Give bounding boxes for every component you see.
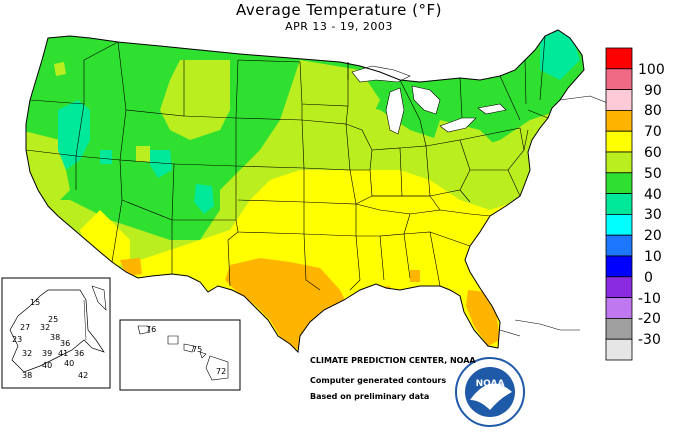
contour-70-florida — [466, 290, 500, 346]
legend-swatch — [605, 317, 633, 340]
noaa-logo: NOAA — [455, 357, 525, 427]
legend-swatch — [605, 68, 633, 91]
legend-label: -30 — [638, 332, 661, 349]
legend-swatch — [605, 130, 633, 153]
legend-swatch — [605, 151, 633, 174]
legend-label: -10 — [638, 290, 661, 307]
legend-swatch — [605, 193, 633, 215]
legend-label: 0 — [644, 269, 653, 286]
coastline-extras — [499, 95, 611, 337]
hawaii-inset — [119, 319, 241, 391]
map-title: Average Temperature (°F) — [236, 1, 442, 19]
contour-70-texas — [225, 258, 350, 350]
credit-agency: CLIMATE PREDICTION CENTER, NOAA — [310, 356, 476, 365]
legend-swatch — [605, 89, 633, 111]
legend-swatch — [605, 276, 633, 298]
credit-line-1: Computer generated contours — [310, 376, 447, 385]
legend-label: 80 — [644, 103, 662, 120]
temperature-legend — [605, 47, 633, 361]
legend-swatch — [605, 110, 633, 132]
legend-label: 20 — [644, 228, 662, 245]
legend-label: 90 — [644, 82, 662, 99]
legend-swatch — [605, 172, 633, 195]
map-subtitle: APR 13 - 19, 2003 — [285, 20, 393, 33]
legend-swatch — [605, 47, 633, 70]
legend-label: 70 — [644, 124, 662, 141]
legend-swatch — [605, 234, 633, 257]
legend-label: 100 — [638, 61, 665, 78]
legend-swatch — [605, 338, 633, 361]
alaska-inset — [1, 277, 111, 389]
legend-swatch — [605, 297, 633, 319]
legend-label: 40 — [644, 186, 662, 203]
legend-label: 30 — [644, 207, 662, 224]
legend-swatch — [605, 255, 633, 278]
legend-label: -20 — [638, 311, 661, 328]
noaa-logo-text: NOAA — [476, 379, 505, 389]
legend-label: 50 — [644, 165, 662, 182]
credit-line-2: Based on preliminary data — [310, 392, 430, 401]
state-borders — [25, 29, 585, 354]
legend-label: 10 — [644, 249, 662, 265]
legend-label: 60 — [644, 145, 662, 161]
legend-swatch — [605, 213, 633, 236]
